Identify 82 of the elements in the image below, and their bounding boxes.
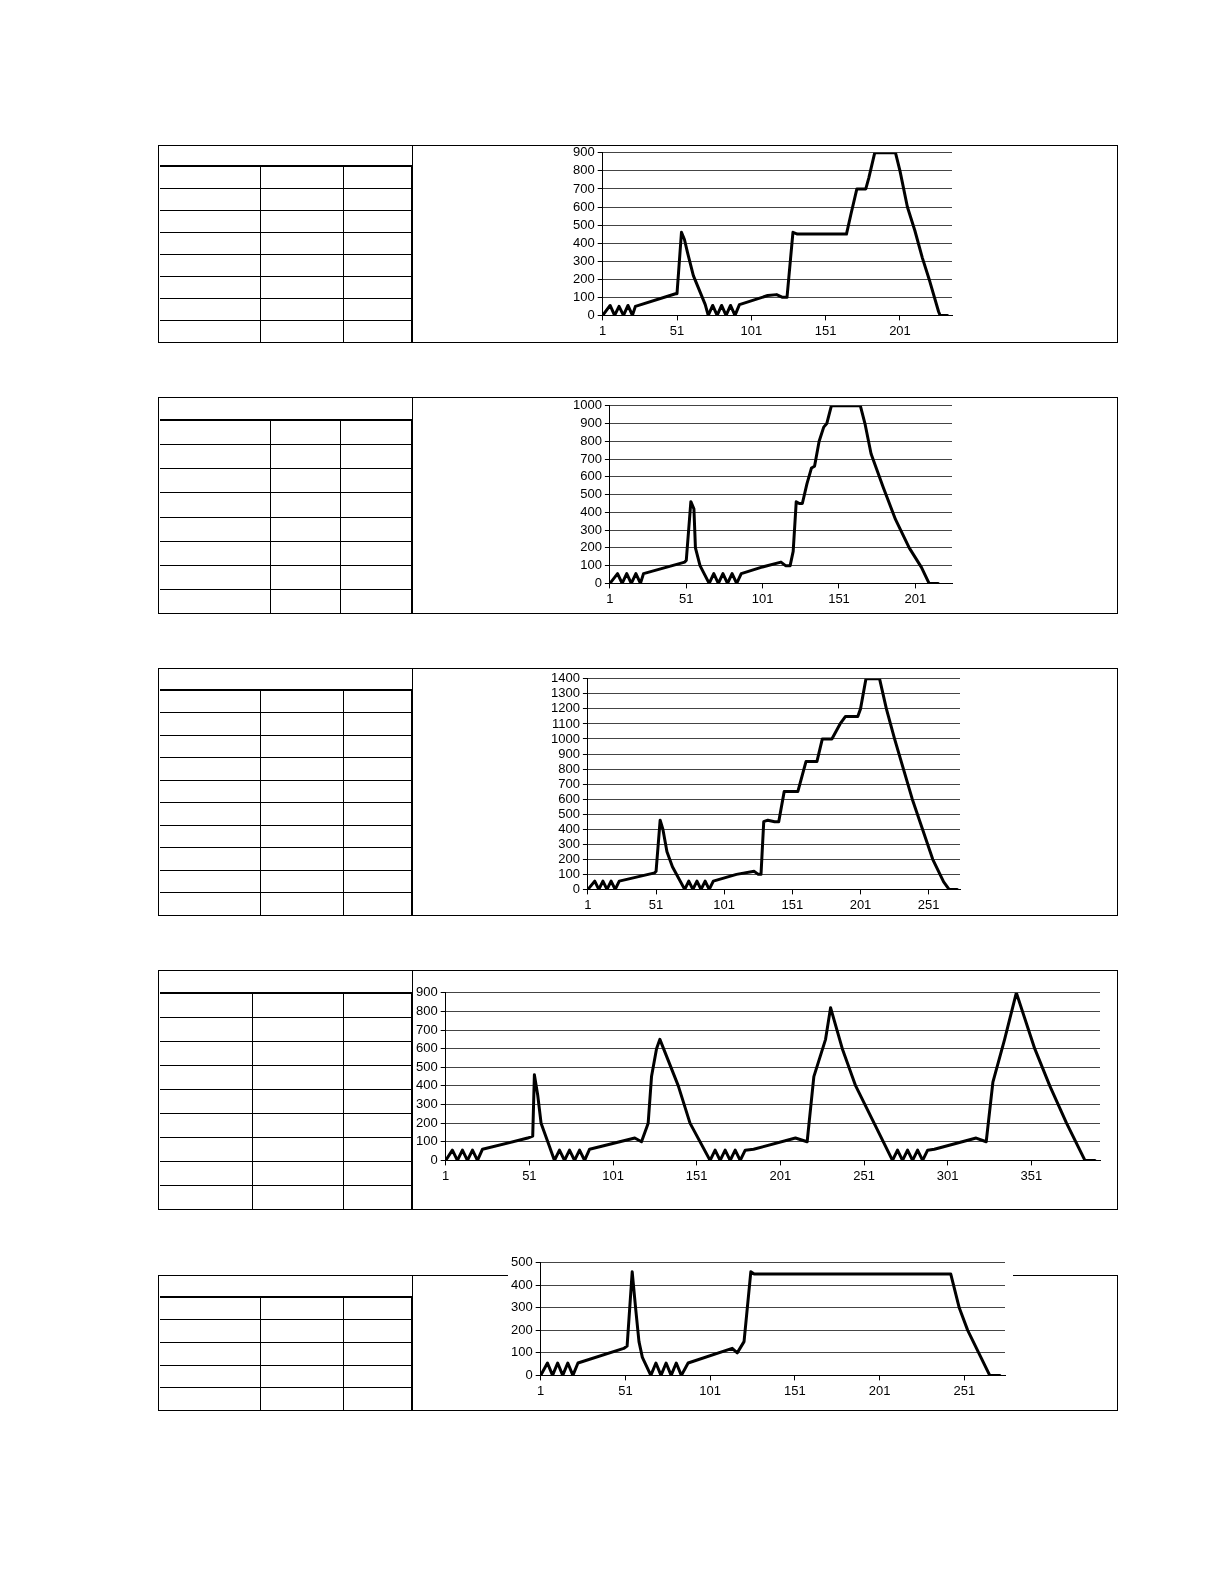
y-tick-label: 300 — [510, 1299, 533, 1315]
y-tick-label: 300 — [580, 521, 602, 537]
x-tick-label: 151 — [781, 896, 804, 912]
x-tick-label: 201 — [868, 1382, 891, 1398]
y-tick-label: 1300 — [551, 685, 580, 701]
y-tick-label: 900 — [580, 415, 602, 431]
y-tick-label: 500 — [558, 805, 580, 821]
y-tick-label: 300 — [415, 1096, 438, 1112]
y-tick-label: 400 — [510, 1276, 533, 1292]
y-tick-label: 700 — [415, 1021, 438, 1037]
y-tick-label: 800 — [580, 432, 602, 448]
y-tick-label: 1400 — [551, 670, 580, 686]
y-tick-label: 300 — [572, 252, 595, 268]
y-tick-label: 400 — [558, 820, 580, 836]
y-tick-label: 1100 — [551, 715, 580, 731]
y-tick-label: 0 — [430, 1151, 438, 1167]
y-tick-label: 800 — [558, 760, 580, 776]
y-tick-label: 1000 — [573, 397, 602, 413]
y-tick-label: 100 — [572, 288, 595, 304]
x-tick-label: 151 — [828, 590, 850, 606]
x-tick-label: 1 — [606, 590, 614, 606]
y-tick-label: 100 — [558, 865, 580, 881]
x-tick-label: 1 — [584, 896, 592, 912]
x-tick-label: 151 — [814, 322, 837, 338]
y-tick-label: 0 — [587, 306, 595, 322]
x-tick-label: 51 — [648, 896, 664, 912]
y-tick-label: 800 — [415, 1003, 438, 1018]
y-tick-label: 400 — [580, 503, 602, 519]
x-tick-label: 301 — [936, 1167, 959, 1183]
y-tick-label: 600 — [572, 198, 595, 214]
x-tick-label: 1 — [442, 1167, 450, 1183]
x-tick-label: 351 — [1020, 1167, 1043, 1183]
y-tick-label: 600 — [415, 1040, 438, 1056]
x-tick-label: 101 — [602, 1167, 624, 1183]
x-tick-label: 101 — [740, 322, 763, 338]
y-tick-label: 200 — [580, 539, 602, 555]
y-tick-label: 500 — [415, 1058, 438, 1074]
x-tick-label: 101 — [713, 896, 736, 912]
x-tick-label: 201 — [769, 1167, 792, 1183]
y-tick-label: 0 — [594, 574, 602, 590]
y-tick-label: 200 — [415, 1114, 438, 1130]
x-tick-label: 51 — [618, 1382, 633, 1398]
y-tick-label: 500 — [510, 1254, 533, 1270]
x-tick-label: 251 — [853, 1167, 875, 1183]
y-tick-label: 700 — [572, 180, 595, 196]
y-tick-label: 300 — [558, 835, 580, 851]
y-tick-label: 500 — [580, 486, 602, 502]
y-tick-label: 900 — [415, 984, 438, 1000]
y-tick-label: 800 — [572, 162, 595, 178]
y-tick-label: 0 — [572, 880, 580, 896]
x-tick-label: 101 — [751, 590, 774, 606]
y-tick-label: 400 — [415, 1077, 438, 1093]
y-tick-label: 0 — [525, 1366, 533, 1382]
x-tick-label: 51 — [669, 322, 685, 338]
y-tick-label: 200 — [572, 270, 595, 286]
x-tick-label: 201 — [889, 322, 911, 338]
y-tick-label: 600 — [580, 468, 602, 484]
x-tick-label: 1 — [599, 322, 607, 338]
y-tick-label: 200 — [558, 850, 580, 866]
x-tick-label: 251 — [917, 896, 940, 912]
y-tick-label: 1200 — [551, 700, 580, 716]
x-tick-label: 1 — [537, 1382, 545, 1398]
y-tick-label: 100 — [415, 1133, 438, 1149]
y-tick-label: 400 — [572, 234, 595, 250]
y-tick-label: 200 — [510, 1321, 533, 1337]
y-tick-label: 700 — [558, 775, 580, 791]
x-tick-label: 201 — [849, 896, 872, 912]
y-tick-label: 700 — [580, 450, 602, 466]
x-tick-label: 101 — [699, 1382, 721, 1398]
x-tick-label: 51 — [522, 1167, 537, 1183]
x-tick-label: 251 — [953, 1382, 976, 1398]
y-tick-label: 1000 — [551, 730, 580, 746]
y-tick-label: 900 — [572, 144, 595, 160]
y-tick-label: 600 — [558, 790, 580, 806]
y-tick-label: 500 — [572, 216, 595, 232]
y-tick-label: 900 — [558, 745, 580, 761]
x-tick-label: 201 — [904, 590, 927, 606]
x-tick-label: 151 — [784, 1382, 806, 1398]
y-tick-label: 100 — [580, 557, 602, 573]
y-tick-label: 100 — [510, 1344, 533, 1360]
x-tick-label: 51 — [679, 590, 694, 606]
x-tick-label: 151 — [685, 1167, 708, 1183]
